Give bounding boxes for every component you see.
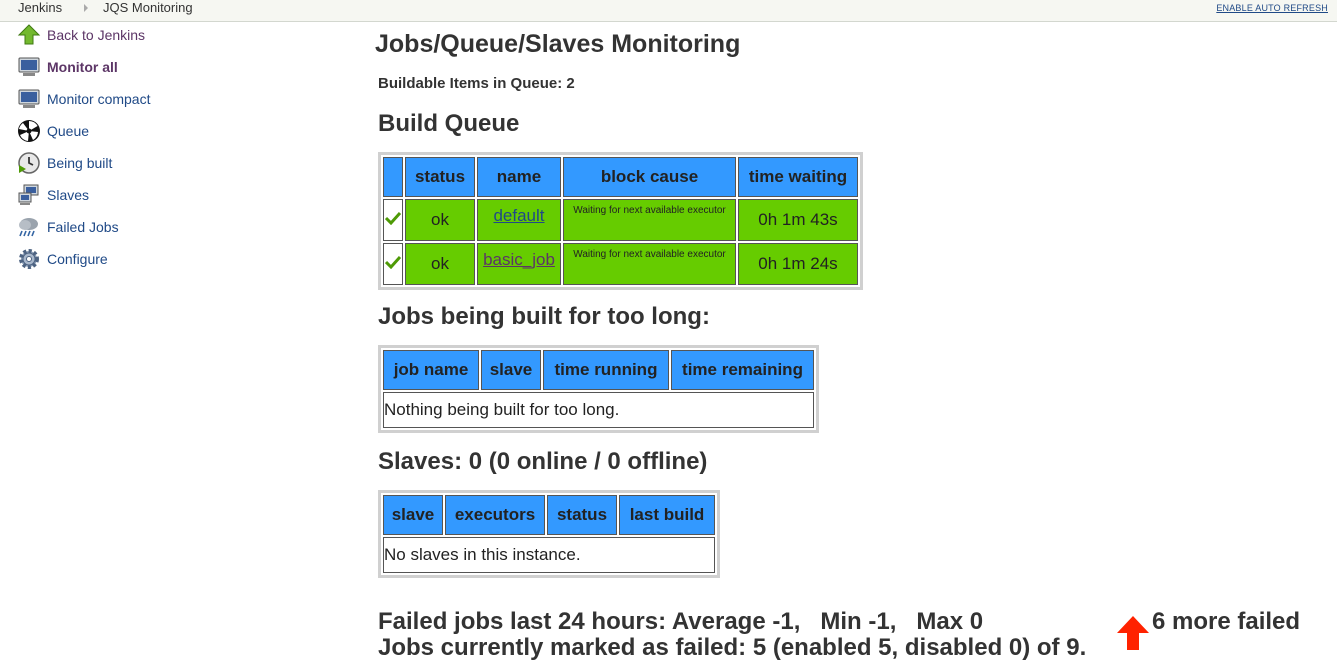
build-queue-heading: Build Queue xyxy=(378,110,520,137)
slaves-table: slave executors status last build No sla… xyxy=(378,490,720,578)
column-header-time-remaining: time remaining xyxy=(671,350,814,390)
table-header-row: job name slave time running time remaini… xyxy=(383,350,814,390)
status-cell: ok xyxy=(405,199,475,241)
table-row: Nothing being built for too long. xyxy=(383,392,814,428)
sidebar-item-label: Failed Jobs xyxy=(47,219,119,235)
block-cause-cell: Waiting for next available executor xyxy=(563,243,736,285)
storm-cloud-icon xyxy=(19,218,38,237)
column-header-block-cause: block cause xyxy=(563,157,736,197)
failed-jobs-marked: Jobs currently marked as failed: 5 (enab… xyxy=(378,634,1087,661)
too-long-heading: Jobs being built for too long: xyxy=(378,303,710,330)
breadcrumb-separator-icon xyxy=(84,4,88,12)
status-cell: ok xyxy=(405,243,475,285)
table-row: ok default Waiting for next available ex… xyxy=(383,199,858,241)
column-header-job-name: job name xyxy=(383,350,479,390)
column-header-time-running: time running xyxy=(543,350,669,390)
sidebar-item-label: Monitor all xyxy=(47,59,118,75)
empty-message: Nothing being built for too long. xyxy=(383,392,814,428)
column-header-icon xyxy=(383,157,403,197)
enable-auto-refresh-link[interactable]: ENABLE AUTO REFRESH xyxy=(1216,3,1328,13)
table-row: No slaves in this instance. xyxy=(383,537,715,573)
column-header-time-waiting: time waiting xyxy=(738,157,858,197)
sidebar-item-label: Queue xyxy=(47,123,90,139)
column-header-status: status xyxy=(405,157,475,197)
table-header-row: slave executors status last build xyxy=(383,495,715,535)
table-row: ok basic_job Waiting for next available … xyxy=(383,243,858,285)
failed-jobs-summary: Failed jobs last 24 hours: Average -1, M… xyxy=(378,608,984,635)
queue-icon xyxy=(18,120,40,142)
too-long-table: job name slave time running time remaini… xyxy=(378,345,819,433)
slaves-heading: Slaves: 0 (0 online / 0 offline) xyxy=(378,448,708,475)
empty-message: No slaves in this instance. xyxy=(383,537,715,573)
build-queue-table: status name block cause time waiting ok … xyxy=(378,152,863,290)
check-icon xyxy=(383,199,403,241)
buildable-items-count: Buildable Items in Queue: 2 xyxy=(378,75,575,92)
job-link-default[interactable]: default xyxy=(493,206,545,225)
table-header-row: status name block cause time waiting xyxy=(383,157,858,197)
monitor-icon xyxy=(18,57,40,76)
monitor-icon xyxy=(18,89,40,108)
column-header-slave: slave xyxy=(383,495,443,535)
time-waiting-cell: 0h 1m 43s xyxy=(738,199,858,241)
computer-icon xyxy=(18,184,39,205)
sidebar-item-label: Back to Jenkins xyxy=(47,27,146,43)
breadcrumb-bar: Jenkins JQS Monitoring ENABLE AUTO REFRE… xyxy=(0,0,1337,22)
breadcrumb-jqs-monitoring[interactable]: JQS Monitoring xyxy=(103,0,193,15)
page-title: Jobs/Queue/Slaves Monitoring xyxy=(375,30,741,58)
gear-icon xyxy=(19,249,39,269)
sidebar-item-label: Configure xyxy=(47,251,108,267)
column-header-slave: slave xyxy=(481,350,541,390)
sidebar-item-label: Being built xyxy=(47,155,113,171)
breadcrumb-jenkins[interactable]: Jenkins xyxy=(18,0,63,15)
sidebar-item-label: Slaves xyxy=(47,187,90,203)
column-header-status: status xyxy=(547,495,617,535)
block-cause-cell: Waiting for next available executor xyxy=(563,199,736,241)
up-arrow-icon xyxy=(17,24,41,45)
clock-icon xyxy=(18,152,40,174)
column-header-executors: executors xyxy=(445,495,545,535)
name-cell: basic_job xyxy=(477,243,561,285)
check-icon xyxy=(383,243,403,285)
time-waiting-cell: 0h 1m 24s xyxy=(738,243,858,285)
sidebar-item-label: Monitor compact xyxy=(47,91,151,107)
job-link-basic-job[interactable]: basic_job xyxy=(483,250,555,269)
column-header-name: name xyxy=(477,157,561,197)
red-up-arrow-icon xyxy=(1117,616,1149,650)
column-header-last-build: last build xyxy=(619,495,715,535)
name-cell: default xyxy=(477,199,561,241)
more-failed-link[interactable]: 6 more failed xyxy=(1152,608,1301,635)
